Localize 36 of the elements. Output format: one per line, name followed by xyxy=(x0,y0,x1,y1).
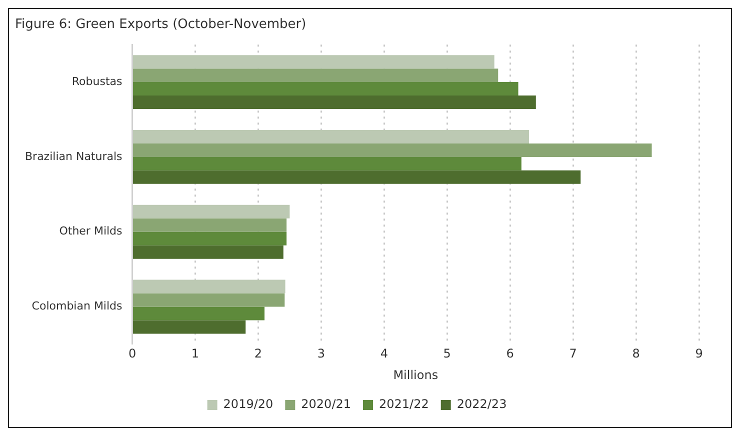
y-tick-label: Other Milds xyxy=(59,224,123,238)
chart-title: Figure 6: Green Exports (October-November) xyxy=(15,17,306,32)
legend-label: 2022/23 xyxy=(456,397,507,412)
x-tick-label: 8 xyxy=(632,346,640,361)
bar xyxy=(133,280,286,294)
bar xyxy=(133,204,290,218)
bar xyxy=(133,232,287,246)
x-tick-label: 9 xyxy=(695,346,703,361)
legend-label: 2020/21 xyxy=(301,397,352,412)
bar xyxy=(133,68,498,82)
y-tick-label: Brazilian Naturals xyxy=(25,150,123,163)
bar xyxy=(133,143,652,157)
x-tick-label: 6 xyxy=(506,346,514,361)
y-tick-label: Colombian Milds xyxy=(32,300,123,313)
bar xyxy=(133,245,284,259)
legend-label: 2019/20 xyxy=(223,397,274,412)
x-tick-label: 3 xyxy=(317,346,325,361)
bar xyxy=(133,96,536,110)
x-tick-label: 4 xyxy=(380,346,388,361)
x-tick-label: 0 xyxy=(128,346,136,361)
x-tick-label: 7 xyxy=(569,346,577,361)
bar xyxy=(133,82,518,96)
bar xyxy=(133,170,581,184)
bar xyxy=(133,293,285,307)
bar xyxy=(133,156,522,170)
legend-label: 2021/22 xyxy=(379,397,429,412)
x-tick-label: 5 xyxy=(443,346,451,361)
bar xyxy=(133,218,287,232)
bar xyxy=(133,55,494,69)
x-tick-label: 2 xyxy=(254,346,262,361)
bar xyxy=(133,130,529,144)
bar xyxy=(133,320,246,334)
x-axis-title: Millions xyxy=(393,368,438,382)
x-tick-label: 1 xyxy=(191,346,200,361)
bar xyxy=(133,306,265,320)
y-tick-label: Robustas xyxy=(72,74,123,88)
